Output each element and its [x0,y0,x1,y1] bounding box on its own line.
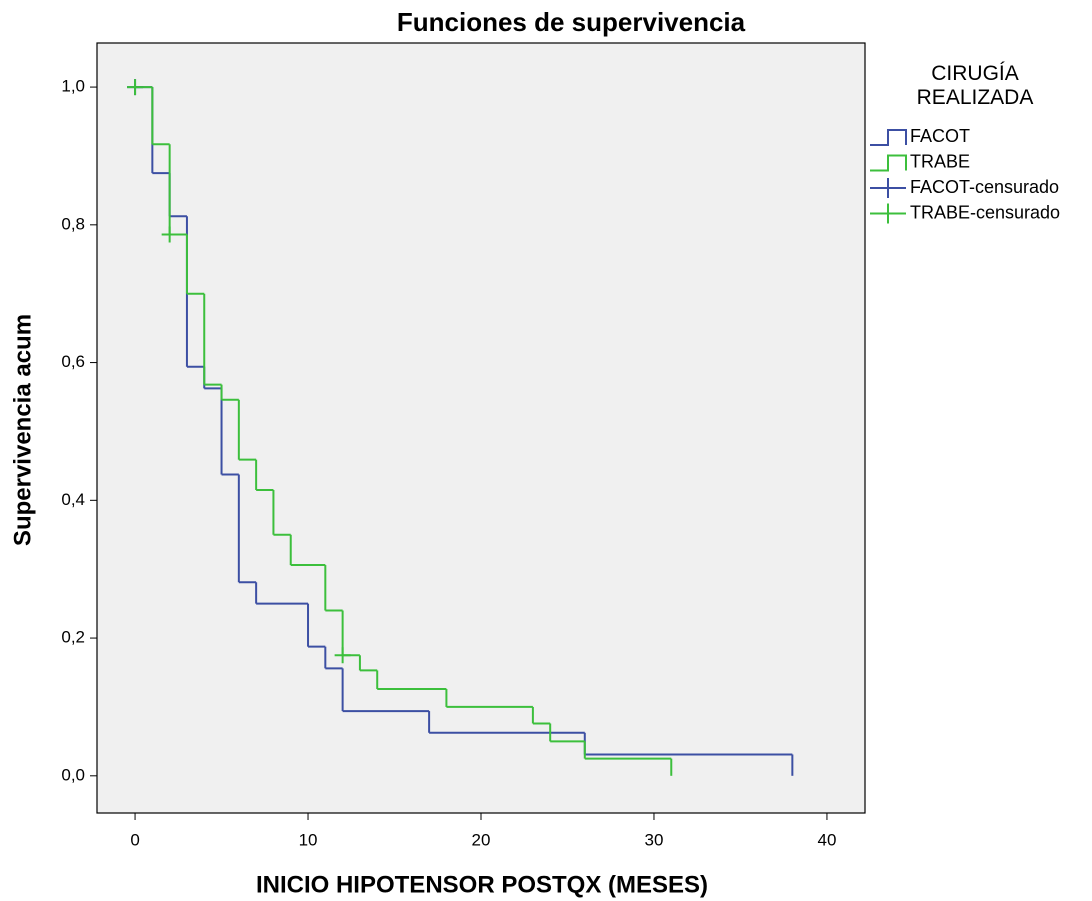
x-tick-label: 10 [299,830,318,849]
legend-label: TRABE [910,151,970,171]
y-tick-label: 0,2 [61,628,85,647]
y-tick-label: 0,6 [61,352,85,371]
legend-label: FACOT [910,126,970,146]
censor-mark [161,226,178,243]
y-tick-label: 0,0 [61,765,85,784]
censor-mark [127,79,144,96]
legend-symbol [870,129,907,146]
x-tick-label: 20 [472,830,491,849]
x-tick-label: 0 [130,830,139,849]
chart-title: Funciones de supervivencia [397,7,746,37]
y-tick-label: 0,4 [61,490,85,509]
y-tick-label: 0,8 [61,214,85,233]
x-tick-label: 40 [817,830,836,849]
x-tick-label: 30 [645,830,664,849]
legend-symbol [870,203,906,224]
legend-symbol [870,178,906,198]
legend-title: CIRUGÍA REALIZADA [916,62,1034,109]
censor-mark [334,647,351,664]
y-tick-label: 1,0 [61,77,85,96]
legend-label: TRABE-censurado [910,202,1060,222]
legend-symbol [870,154,907,172]
y-axis-title: Supervivencia acum [9,314,36,546]
legend-label: FACOT-censurado [910,177,1059,197]
plot-area [96,42,866,814]
x-axis-title: INICIO HIPOTENSOR POSTQX (MESES) [256,871,708,898]
